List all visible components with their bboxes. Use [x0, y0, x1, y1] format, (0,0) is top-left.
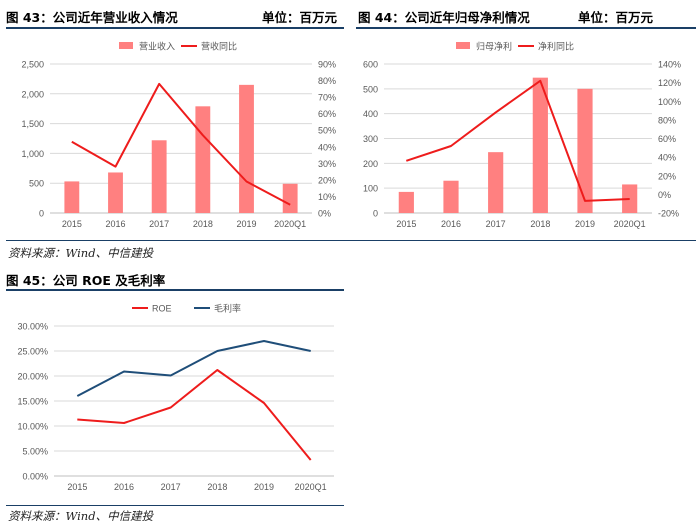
- x-tick-label: 2015: [396, 219, 416, 229]
- y-tick-label-right: 50%: [318, 126, 336, 136]
- x-tick-label: 2017: [486, 219, 506, 229]
- bar: [64, 181, 80, 213]
- y-tick-label-left: 500: [363, 84, 378, 94]
- y-tick-label-right: -20%: [658, 209, 679, 219]
- bar: [108, 172, 123, 213]
- bar: [532, 77, 548, 214]
- y-tick-label-right: 20%: [318, 175, 336, 185]
- fig44-title: 图 44：公司近年归母净利情况: [358, 10, 530, 25]
- x-tick-label: 2020Q1: [274, 219, 306, 229]
- y-tick-label-left: 1,000: [21, 149, 44, 159]
- x-tick-label: 2015: [62, 219, 82, 229]
- y-tick-label-left: 0.00%: [22, 472, 48, 482]
- y-tick-label-right: 20%: [658, 171, 676, 181]
- y-tick-label-left: 2,500: [21, 60, 44, 70]
- source-note-bottom: 资料来源：Wind、中信建投: [8, 509, 154, 523]
- legend-swatch: [119, 42, 133, 49]
- y-tick-label-right: 40%: [658, 153, 676, 163]
- top-bottom-rule: [6, 240, 696, 241]
- x-tick-label: 2019: [254, 482, 274, 492]
- y-tick-label-right: 10%: [318, 192, 336, 202]
- fig44-rule: [356, 27, 696, 29]
- fig45-rule: [6, 289, 344, 291]
- y-tick-label-right: 60%: [658, 134, 676, 144]
- y-tick-label-left: 5.00%: [22, 447, 48, 457]
- y-tick-label-right: 60%: [318, 109, 336, 119]
- x-tick-label: 2017: [161, 482, 181, 492]
- x-tick-label: 2020Q1: [295, 482, 327, 492]
- y-tick-label-left: 15.00%: [17, 397, 48, 407]
- bar: [577, 88, 593, 213]
- net-profit-chart: 0 100 200 300 400 500 600 -20% 0% 20% 40% 60% 80% 100…: [363, 41, 681, 230]
- series-line: [77, 369, 312, 461]
- x-tick-label: 2016: [441, 219, 461, 229]
- fig43-rule: [6, 27, 344, 29]
- series-line: [76, 340, 311, 397]
- series-line: [405, 79, 630, 202]
- y-tick-label-left: 300: [363, 134, 378, 144]
- bar: [398, 191, 414, 213]
- fig43-title: 图 43：公司近年营业收入情况: [6, 10, 178, 25]
- y-tick-label-left: 30.00%: [17, 322, 48, 332]
- x-tick-label: 2020Q1: [614, 219, 646, 229]
- legend-swatch: [456, 42, 470, 49]
- x-tick-label: 2017: [149, 219, 169, 229]
- bar: [195, 106, 211, 213]
- y-tick-label-left: 0: [39, 209, 44, 219]
- y-tick-label-right: 70%: [318, 93, 336, 103]
- y-tick-label-left: 10.00%: [17, 422, 48, 432]
- x-tick-label: 2018: [207, 482, 227, 492]
- bar: [282, 183, 298, 213]
- fig44-unit: 单位：百万元: [578, 10, 654, 25]
- y-tick-label-left: 1,500: [21, 119, 44, 129]
- y-tick-label-left: 25.00%: [17, 347, 48, 357]
- y-tick-label-left: 100: [363, 184, 378, 194]
- x-tick-label: 2016: [114, 482, 134, 492]
- bar: [151, 140, 167, 213]
- y-tick-label-right: 0%: [318, 209, 331, 219]
- x-tick-label: 2016: [105, 219, 125, 229]
- y-tick-label-left: 2,000: [21, 89, 44, 99]
- legend-label: 净利同比: [538, 41, 574, 52]
- y-tick-label-left: 20.00%: [17, 372, 48, 382]
- x-tick-label: 2018: [193, 219, 213, 229]
- y-tick-label-left: 500: [29, 179, 44, 189]
- x-tick-label: 2019: [236, 219, 256, 229]
- y-tick-label-right: 90%: [318, 60, 336, 70]
- series-line: [71, 82, 291, 206]
- legend-label: 营收同比: [201, 41, 237, 52]
- bar: [239, 84, 254, 213]
- y-tick-label-right: 120%: [658, 78, 681, 88]
- x-tick-label: 2015: [67, 482, 87, 492]
- bar: [488, 152, 504, 213]
- y-tick-label-left: 0: [373, 209, 378, 219]
- y-tick-label-right: 80%: [318, 76, 336, 86]
- fig43-unit: 单位：百万元: [262, 10, 338, 25]
- x-tick-label: 2018: [530, 219, 550, 229]
- y-tick-label-right: 100%: [658, 97, 681, 107]
- legend-label: 归母净利: [476, 41, 512, 52]
- fig45-title: 图 45：公司 ROE 及毛利率: [6, 273, 166, 288]
- bar: [443, 180, 459, 213]
- y-tick-label-right: 140%: [658, 60, 681, 70]
- y-tick-label-right: 0%: [658, 190, 671, 200]
- y-tick-label-left: 400: [363, 109, 378, 119]
- legend-label: 毛利率: [214, 303, 241, 314]
- y-tick-label-right: 80%: [658, 115, 676, 125]
- bottom-rule: [6, 505, 344, 506]
- revenue-chart: 0 500 1,000 1,500 2,000 2,500 0% 10% 20% 30% 40% 50…: [21, 41, 336, 230]
- source-note-top: 资料来源：Wind、中信建投: [8, 246, 154, 260]
- y-tick-label-right: 40%: [318, 142, 336, 152]
- roe-margin-chart: 0.00% 5.00% 10.00% 15.00% 20.00% 25.00% 30.00%…: [17, 303, 334, 492]
- x-tick-label: 2019: [575, 219, 595, 229]
- y-tick-label-left: 600: [363, 60, 378, 70]
- y-tick-label-right: 30%: [318, 159, 336, 169]
- legend-label: 营业收入: [139, 41, 175, 52]
- y-tick-label-left: 200: [363, 159, 378, 169]
- legend-label: ROE: [152, 304, 172, 314]
